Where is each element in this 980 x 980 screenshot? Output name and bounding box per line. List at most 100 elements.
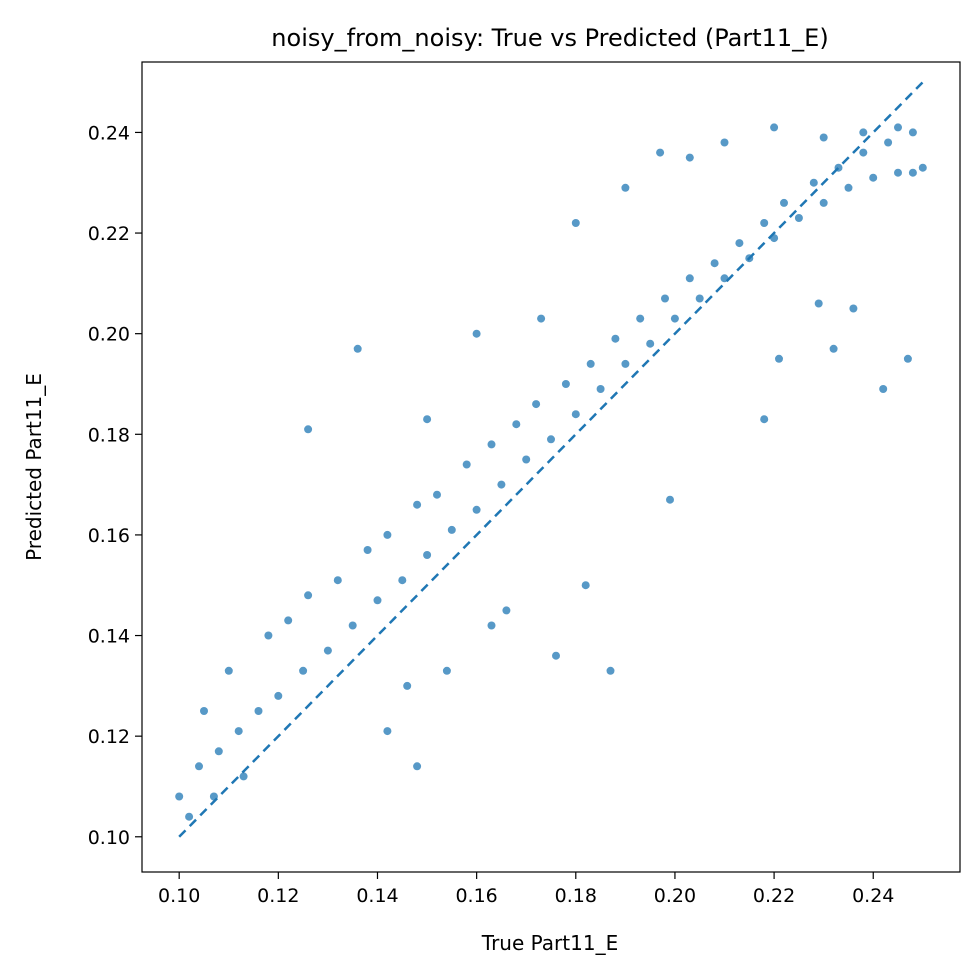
- data-point: [908, 168, 917, 177]
- data-point: [621, 359, 630, 368]
- data-point: [770, 123, 779, 132]
- y-tick-label: 0.20: [88, 324, 130, 346]
- data-point: [304, 425, 313, 434]
- data-point: [413, 500, 422, 509]
- data-point: [413, 762, 422, 771]
- data-point: [264, 631, 273, 640]
- x-tick-label: 0.14: [356, 885, 398, 907]
- x-tick-label: 0.22: [753, 885, 795, 907]
- x-tick-label: 0.18: [555, 885, 597, 907]
- data-point: [760, 219, 769, 227]
- plot-area-frame: [141, 61, 961, 873]
- data-point: [780, 198, 788, 207]
- data-point: [532, 400, 541, 409]
- data-point: [433, 490, 441, 499]
- y-tick-label: 0.18: [88, 424, 130, 446]
- data-point: [353, 344, 362, 353]
- y-tick-label: 0.12: [88, 726, 130, 748]
- data-point: [596, 385, 605, 393]
- data-point: [547, 435, 555, 444]
- data-point: [423, 415, 432, 424]
- x-axis-label: True Part11_E: [481, 931, 618, 955]
- data-point: [884, 138, 893, 147]
- y-axis-label: Predicted Part11_E: [22, 373, 46, 561]
- data-point: [646, 339, 655, 348]
- data-point: [487, 440, 496, 449]
- data-point: [447, 525, 456, 534]
- data-point: [497, 480, 506, 489]
- data-point: [859, 148, 868, 157]
- data-point: [586, 359, 595, 368]
- data-point: [299, 666, 308, 675]
- y-tick-label: 0.10: [88, 827, 130, 849]
- data-point: [695, 294, 704, 303]
- data-point: [908, 128, 917, 137]
- data-point: [794, 214, 803, 222]
- x-tick-label: 0.24: [852, 885, 894, 907]
- data-point: [611, 334, 620, 343]
- data-point: [200, 707, 208, 715]
- x-tick-label: 0.12: [257, 885, 299, 907]
- data-point: [819, 133, 828, 142]
- data-point: [239, 772, 248, 781]
- data-point: [661, 294, 669, 303]
- y-axis-ticks: 0.10 0.12 0.14 0.16 0.18 0.20 0.22 0.24: [88, 122, 142, 849]
- data-point: [814, 299, 823, 308]
- data-point: [656, 148, 665, 157]
- data-point: [214, 747, 223, 756]
- data-point: [348, 621, 357, 630]
- data-point: [472, 329, 481, 338]
- data-point: [894, 123, 902, 132]
- data-point: [685, 153, 694, 162]
- data-point: [670, 314, 679, 323]
- data-point: [685, 274, 694, 283]
- data-point: [363, 546, 372, 554]
- data-point: [234, 727, 243, 736]
- data-point: [666, 495, 674, 504]
- data-point: [571, 219, 580, 227]
- data-point: [819, 198, 828, 207]
- data-point: [274, 691, 283, 700]
- data-point: [254, 707, 263, 715]
- data-point: [398, 576, 407, 585]
- data-point: [462, 460, 471, 469]
- data-point: [829, 344, 838, 353]
- data-point: [442, 666, 451, 675]
- x-tick-label: 0.20: [654, 885, 696, 907]
- data-point: [472, 505, 481, 514]
- reference-line: [178, 81, 924, 838]
- data-point: [185, 812, 194, 821]
- data-point: [224, 666, 233, 675]
- reference-line-layer: [178, 81, 924, 838]
- data-point: [502, 606, 511, 615]
- chart-title: noisy_from_noisy: True vs Predicted (Par…: [271, 24, 828, 52]
- data-point: [903, 354, 912, 363]
- data-point: [323, 646, 332, 655]
- data-point: [844, 183, 853, 192]
- data-point: [849, 304, 858, 313]
- data-point: [636, 314, 645, 323]
- y-tick-label: 0.22: [88, 223, 130, 245]
- data-point: [487, 621, 496, 630]
- data-point: [735, 239, 744, 248]
- data-point: [304, 591, 313, 600]
- data-point: [561, 380, 570, 388]
- data-point: [918, 163, 927, 172]
- data-point: [512, 420, 521, 429]
- data-point: [522, 455, 531, 464]
- data-point: [710, 259, 719, 268]
- data-point: [606, 666, 615, 675]
- data-point: [879, 385, 888, 393]
- data-point: [809, 178, 818, 187]
- data-point: [333, 576, 342, 585]
- data-point: [284, 616, 293, 625]
- x-axis-ticks: 0.10 0.12 0.14 0.16 0.18 0.20 0.22 0.24: [158, 872, 894, 907]
- data-point: [581, 581, 590, 590]
- y-tick-label: 0.14: [88, 626, 130, 648]
- data-point: [571, 410, 580, 419]
- data-point: [859, 128, 868, 137]
- data-point: [175, 792, 184, 801]
- data-point: [423, 551, 432, 559]
